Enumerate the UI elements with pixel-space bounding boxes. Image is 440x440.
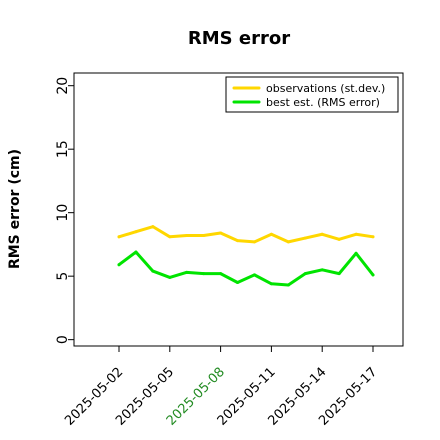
data-point-best-estimate	[151, 269, 155, 273]
legend-label-observations: observations (st.dev.)	[266, 82, 385, 95]
y-tick-label: 15	[55, 140, 71, 158]
data-point-best-estimate	[286, 283, 290, 287]
data-point-best-estimate	[252, 273, 256, 277]
data-point-best-estimate	[236, 281, 240, 285]
data-point-observations	[354, 232, 358, 236]
data-point-best-estimate	[269, 282, 273, 286]
data-point-observations	[269, 232, 273, 236]
data-point-best-estimate	[303, 272, 307, 276]
legend-label-best-estimate: best est. (RMS error)	[266, 96, 380, 109]
data-point-best-estimate	[320, 268, 324, 272]
data-point-observations	[202, 234, 206, 238]
chart-title: RMS error	[188, 28, 290, 49]
data-point-observations	[134, 230, 138, 234]
data-point-observations	[151, 225, 155, 229]
data-point-observations	[236, 239, 240, 243]
data-point-best-estimate	[337, 272, 341, 276]
y-tick-label: 5	[55, 272, 71, 281]
data-point-observations	[168, 235, 172, 239]
legend: observations (st.dev.) best est. (RMS er…	[225, 76, 399, 113]
data-point-best-estimate	[371, 273, 375, 277]
data-point-best-estimate	[117, 263, 121, 267]
y-tick-label: 20	[55, 77, 71, 95]
data-point-observations	[117, 235, 121, 239]
legend-box	[225, 76, 399, 113]
data-point-observations	[286, 240, 290, 244]
data-point-observations	[371, 235, 375, 239]
plot-area-frame	[73, 72, 404, 347]
data-point-observations	[320, 232, 324, 236]
data-point-observations	[219, 231, 223, 235]
y-tick-label: 10	[55, 204, 71, 222]
y-tick-label: 0	[55, 335, 71, 344]
data-point-observations	[303, 236, 307, 240]
data-point-best-estimate	[202, 272, 206, 276]
data-point-best-estimate	[185, 270, 189, 274]
data-point-observations	[185, 234, 189, 238]
data-point-best-estimate	[219, 272, 223, 276]
data-point-observations	[252, 240, 256, 244]
series-line-observations	[117, 225, 375, 244]
data-point-observations	[337, 237, 341, 241]
y-axis-label: RMS error (cm)	[7, 149, 23, 269]
data-point-best-estimate	[134, 250, 138, 254]
series-line-best-estimate	[117, 250, 375, 287]
data-point-best-estimate	[354, 251, 358, 255]
data-point-best-estimate	[168, 275, 172, 279]
